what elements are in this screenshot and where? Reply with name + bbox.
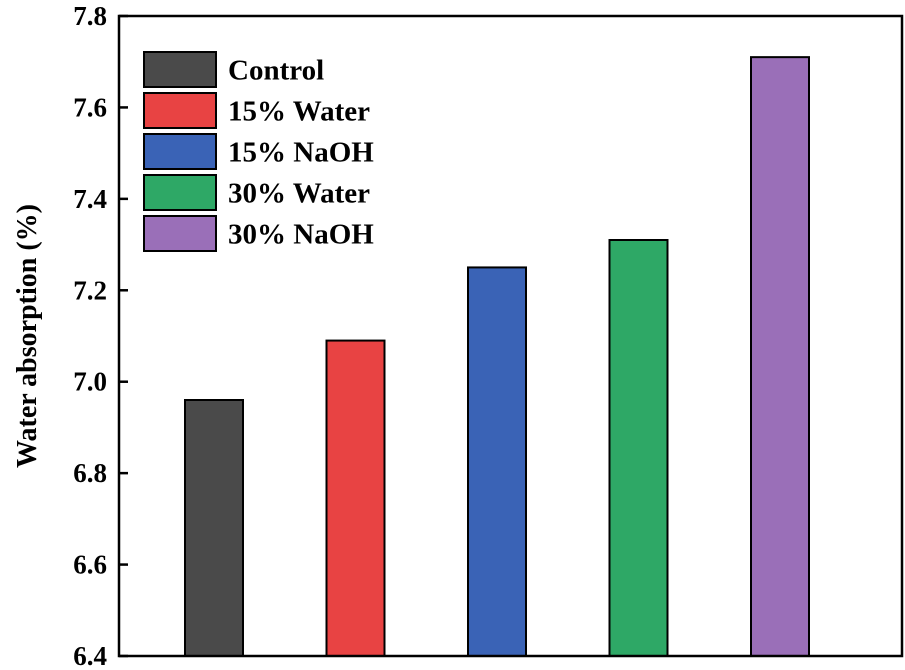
legend-swatch-30-naoh xyxy=(143,215,217,252)
legend-label-15-naoh: 15% NaOH xyxy=(228,137,374,169)
y-axis-title: Water absorption (%) xyxy=(12,204,43,468)
plot-frame xyxy=(117,14,904,658)
legend-swatch-15-water xyxy=(143,92,217,129)
bar-control xyxy=(184,399,244,657)
y-tick-label: 6.6 xyxy=(73,550,107,580)
bar-30-water xyxy=(608,239,669,657)
legend-label-30-water: 30% Water xyxy=(228,178,370,210)
y-tick-label: 7.6 xyxy=(73,92,107,122)
y-axis: 6.4 6.6 6.8 7.0 7.2 7.4 7.6 7.8 xyxy=(73,1,128,670)
legend-swatch-control xyxy=(143,51,217,88)
legend: Control 15% Water 15% NaOH 30% Water 30% NaO… xyxy=(143,51,374,252)
legend-label-control: Control xyxy=(228,55,324,87)
legend-label-15-water: 15% Water xyxy=(228,96,370,128)
legend-label-30-naoh: 30% NaOH xyxy=(228,219,374,251)
y-tick-label: 7.8 xyxy=(73,1,107,31)
bar-15-water xyxy=(325,339,386,657)
y-tick-label: 7.0 xyxy=(73,367,107,397)
bars-group xyxy=(184,56,810,657)
legend-swatch-30-water xyxy=(143,174,217,211)
legend-swatch-15-naoh xyxy=(143,133,217,170)
bar-15-naoh xyxy=(467,266,527,657)
y-tick-label: 7.4 xyxy=(73,184,107,214)
bar-30-naoh xyxy=(750,56,810,657)
y-tick-label: 6.8 xyxy=(73,458,107,488)
y-tick-label: 7.2 xyxy=(73,275,107,305)
y-tick-label: 6.4 xyxy=(73,641,107,670)
